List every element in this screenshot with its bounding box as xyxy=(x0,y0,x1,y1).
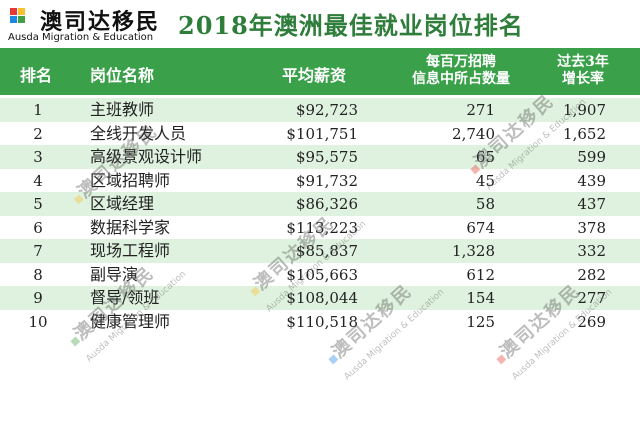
cell-salary: $101,751 xyxy=(286,124,358,143)
table-row: 4 区域招聘师 $91,732 45 439 xyxy=(0,168,640,192)
table-body: 1 主班教师 $92,723 271 1,907 2 全线开发人员 $101,7… xyxy=(0,98,640,333)
cell-growth: 378 xyxy=(577,218,606,237)
cell-count: 65 xyxy=(475,148,495,166)
cell-salary: $91,732 xyxy=(295,171,358,190)
cell-growth: 1,652 xyxy=(563,124,606,143)
cell-title: 高级景观设计师 xyxy=(90,147,203,166)
cell-rank: 4 xyxy=(33,171,43,190)
cell-salary: $108,044 xyxy=(286,289,358,307)
cell-rank: 9 xyxy=(33,289,43,307)
cell-growth: 439 xyxy=(577,171,606,190)
header-count-line1: 每百万招聘 xyxy=(426,54,496,70)
cell-rank: 2 xyxy=(33,124,43,143)
cell-rank: 6 xyxy=(33,218,43,237)
cell-title: 副导演 xyxy=(90,264,139,284)
cell-count: 58 xyxy=(475,195,495,213)
colored-squares-logo-icon xyxy=(10,8,34,30)
cell-growth: 282 xyxy=(577,265,606,284)
cell-rank: 1 xyxy=(33,101,43,119)
cell-count: 1,328 xyxy=(452,242,495,260)
cell-growth: 332 xyxy=(577,242,606,260)
header-rank: 排名 xyxy=(20,66,53,85)
cell-salary: $105,663 xyxy=(286,265,358,284)
cell-salary: $95,575 xyxy=(295,148,358,166)
cell-count: 125 xyxy=(466,312,495,331)
table-header: 排名 岗位名称 平均薪资 每百万招聘 信息中所占数量 过去3年 增长率 xyxy=(0,48,640,95)
cell-growth: 599 xyxy=(577,148,606,166)
cell-growth: 437 xyxy=(577,195,606,213)
cell-count: 2,740 xyxy=(452,124,495,143)
cell-rank: 10 xyxy=(28,312,48,331)
header-count-line2: 信息中所占数量 xyxy=(412,71,510,87)
table-row: 1 主班教师 $92,723 271 1,907 xyxy=(0,98,640,122)
header-count: 每百万招聘 信息中所占数量 xyxy=(402,54,520,88)
brand-logo: 澳司达移民 Ausda Migration & Education xyxy=(6,4,158,44)
cell-count: 45 xyxy=(475,171,495,190)
top-banner: 澳司达移民 Ausda Migration & Education 2018年澳… xyxy=(0,0,640,48)
brand-name-cn: 澳司达移民 xyxy=(40,9,161,35)
cell-title: 健康管理师 xyxy=(90,311,171,331)
table-row: 8 副导演 $105,663 612 282 xyxy=(0,262,640,286)
cell-salary: $85,837 xyxy=(295,242,358,260)
cell-title: 现场工程师 xyxy=(90,241,171,260)
header-title: 岗位名称 xyxy=(90,66,155,85)
cell-count: 674 xyxy=(466,218,495,237)
cell-title: 数据科学家 xyxy=(90,217,171,237)
cell-title: 主班教师 xyxy=(90,100,155,119)
brand-name-en: Ausda Migration & Education xyxy=(8,32,154,43)
table-row: 9 督导/领班 $108,044 154 277 xyxy=(0,286,640,310)
cell-rank: 3 xyxy=(33,148,43,166)
table-row: 10 健康管理师 $110,518 125 269 xyxy=(0,309,640,333)
cell-rank: 7 xyxy=(33,242,43,260)
header-salary: 平均薪资 xyxy=(282,66,347,85)
cell-count: 154 xyxy=(466,289,495,307)
cell-title: 区域招聘师 xyxy=(90,170,171,190)
table-row: 6 数据科学家 $113,223 674 378 xyxy=(0,215,640,239)
cell-rank: 8 xyxy=(33,265,43,284)
table-row: 3 高级景观设计师 $95,575 65 599 xyxy=(0,145,640,169)
header-growth-line2: 增长率 xyxy=(562,71,604,87)
cell-rank: 5 xyxy=(33,195,43,213)
header-growth-line1: 过去3年 xyxy=(557,54,609,70)
cell-title: 督导/领班 xyxy=(90,288,160,307)
page-title: 2018年澳洲最佳就业岗位排名 xyxy=(178,11,524,40)
cell-count: 271 xyxy=(466,101,495,119)
table-row: 5 区域经理 $86,326 58 437 xyxy=(0,192,640,216)
cell-title: 区域经理 xyxy=(90,194,155,213)
cell-growth: 269 xyxy=(577,312,606,331)
cell-count: 612 xyxy=(466,265,495,284)
cell-title: 全线开发人员 xyxy=(90,123,187,143)
header-growth: 过去3年 增长率 xyxy=(548,54,618,88)
table-row: 2 全线开发人员 $101,751 2,740 1,652 xyxy=(0,121,640,145)
cell-salary: $110,518 xyxy=(286,312,358,331)
cell-salary: $92,723 xyxy=(295,101,358,119)
cell-salary: $86,326 xyxy=(295,195,358,213)
cell-growth: 277 xyxy=(577,289,606,307)
cell-growth: 1,907 xyxy=(563,101,606,119)
table-row: 7 现场工程师 $85,837 1,328 332 xyxy=(0,239,640,263)
cell-salary: $113,223 xyxy=(286,218,358,237)
